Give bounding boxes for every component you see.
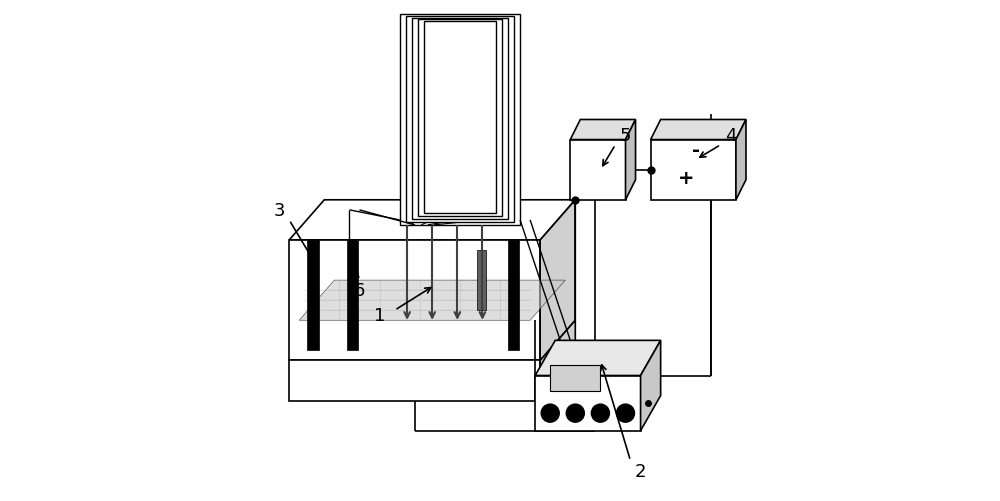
Polygon shape: [540, 200, 575, 361]
Polygon shape: [289, 200, 575, 240]
Polygon shape: [299, 281, 565, 321]
Polygon shape: [570, 140, 626, 200]
FancyBboxPatch shape: [418, 21, 502, 216]
Circle shape: [541, 404, 559, 422]
Polygon shape: [651, 140, 736, 200]
FancyBboxPatch shape: [424, 22, 496, 213]
Polygon shape: [550, 366, 600, 391]
Text: 1: 1: [374, 307, 385, 325]
Text: 3: 3: [273, 201, 285, 219]
Polygon shape: [289, 361, 540, 401]
Polygon shape: [535, 341, 661, 376]
Text: 5: 5: [620, 126, 631, 144]
Text: -: -: [692, 141, 700, 160]
Polygon shape: [651, 120, 746, 140]
Text: 6: 6: [354, 282, 365, 300]
Bar: [347, 240, 358, 351]
Polygon shape: [535, 376, 641, 431]
FancyBboxPatch shape: [400, 15, 520, 225]
Polygon shape: [641, 341, 661, 431]
Polygon shape: [736, 120, 746, 200]
Text: 2: 2: [635, 462, 646, 480]
Text: 4: 4: [725, 126, 737, 144]
Text: +: +: [677, 168, 694, 187]
Bar: [307, 240, 319, 351]
FancyBboxPatch shape: [406, 17, 514, 222]
Polygon shape: [570, 120, 636, 140]
Polygon shape: [540, 321, 575, 401]
Circle shape: [616, 404, 635, 422]
Bar: [477, 250, 486, 311]
FancyBboxPatch shape: [412, 19, 508, 219]
Polygon shape: [289, 240, 540, 361]
Circle shape: [591, 404, 609, 422]
Polygon shape: [626, 120, 636, 200]
Circle shape: [566, 404, 584, 422]
Bar: [508, 240, 519, 351]
